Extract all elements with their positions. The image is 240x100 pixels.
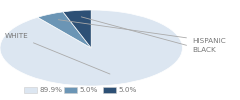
Text: BLACK: BLACK (81, 17, 216, 53)
Text: 89.9%: 89.9% (40, 87, 63, 93)
FancyBboxPatch shape (103, 87, 116, 93)
Text: 5.0%: 5.0% (79, 87, 98, 93)
FancyBboxPatch shape (64, 87, 77, 93)
Text: HISPANIC: HISPANIC (58, 20, 226, 44)
Text: 5.0%: 5.0% (119, 87, 137, 93)
Text: WHITE: WHITE (5, 33, 110, 74)
FancyBboxPatch shape (24, 87, 37, 93)
Wedge shape (37, 12, 91, 48)
Wedge shape (0, 10, 182, 86)
Wedge shape (63, 10, 91, 48)
